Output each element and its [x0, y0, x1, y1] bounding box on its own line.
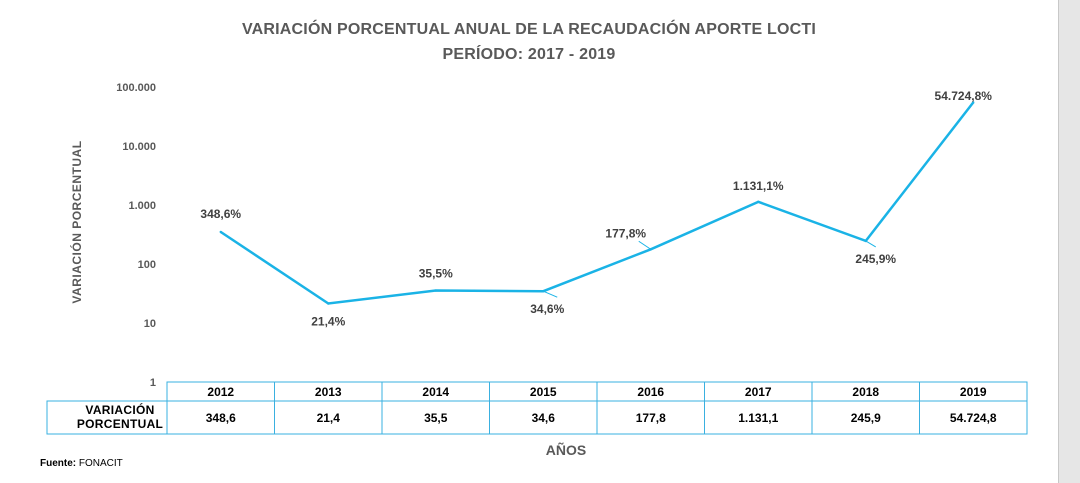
data-point: [972, 101, 975, 104]
y-tick-label: 10.000: [122, 141, 156, 153]
data-label: 21,4%: [311, 315, 345, 329]
y-tick-label: 10: [144, 318, 156, 330]
table-value: 34,6: [532, 411, 556, 425]
table-value-cell: [596, 400, 705, 435]
table-value-cell: [166, 400, 275, 435]
chart-subtitle: PERÍODO: 2017 - 2019: [442, 46, 616, 63]
x-tick-label: 2017: [745, 385, 772, 399]
table-value: 348,6: [206, 411, 236, 425]
table-value-cell: [919, 400, 1028, 435]
data-label: 35,5%: [419, 267, 453, 281]
table-value: 1.131,1: [738, 411, 778, 425]
table-value-cell: [489, 400, 598, 435]
chart-title: VARIACIÓN PORCENTUAL ANUAL DE LA RECAUDA…: [241, 21, 817, 38]
data-label-leader: [543, 290, 558, 298]
data-point: [219, 230, 222, 234]
table-value: 35,5: [424, 411, 448, 425]
table-value-cell: [704, 400, 813, 435]
data-label: 34,6%: [530, 302, 564, 316]
y-tick-label: 1.000: [128, 200, 156, 212]
table-row-header-label: VARIACIÓN: [85, 402, 154, 417]
source-label: Fuente:: [40, 458, 77, 469]
series-line: [220, 101, 975, 305]
x-tick-label: 2018: [852, 385, 879, 399]
x-axis-title: AÑOS: [546, 441, 586, 458]
data-label: 177,8%: [605, 226, 646, 240]
page-edge: [1058, 0, 1080, 483]
source-note: Fuente: FONACIT: [40, 458, 123, 469]
data-label-leader: [865, 240, 877, 248]
x-tick-label: 2016: [637, 385, 664, 399]
x-tick-label: 2014: [422, 385, 449, 399]
table-row-header-cell: [46, 400, 168, 435]
table-value: 54.724,8: [950, 411, 997, 425]
table-row-header-label: PORCENTUAL: [77, 417, 163, 431]
table-value-cell: [274, 400, 383, 435]
line-chart: 1 10 100 1.000 10.000 100.000 VARIACIÓN PORCEN…: [46, 82, 1028, 458]
data-point: [327, 302, 330, 305]
data-label: 54.724,8%: [935, 89, 993, 103]
data-label: 1.131,1%: [733, 179, 784, 193]
x-tick-label: 2012: [207, 385, 234, 399]
table-value-cell: [811, 400, 920, 435]
x-tick-label: 2015: [530, 385, 557, 399]
data-label-leader: [638, 240, 652, 250]
y-tick-label: 100: [138, 259, 156, 271]
data-point: [757, 200, 760, 204]
table-value: 177,8: [636, 411, 666, 425]
data-label: 348,6%: [200, 207, 241, 221]
source-text: FONACIT: [78, 458, 123, 469]
data-point: [434, 289, 437, 292]
table-value: 21,4: [317, 411, 341, 425]
data-label: 245,9%: [855, 252, 896, 266]
y-axis-title: VARIACIÓN PORCENTUAL: [69, 140, 84, 303]
table-value: 245,9: [851, 411, 881, 425]
y-tick-label: 100.000: [116, 82, 156, 94]
x-tick-label: 2013: [315, 385, 342, 399]
x-tick-label: 2019: [960, 385, 987, 399]
y-tick-label: 1: [150, 377, 156, 389]
